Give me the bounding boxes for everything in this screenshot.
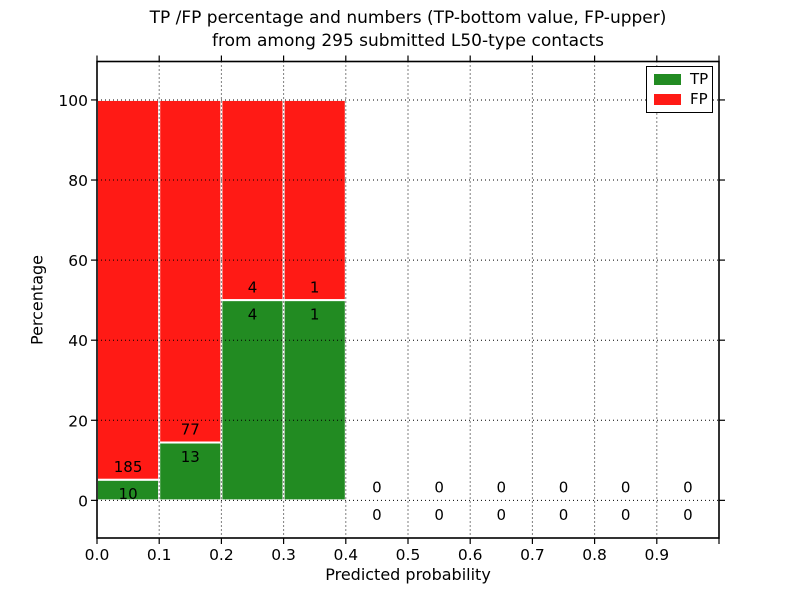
- legend: TP FP: [646, 66, 713, 113]
- fp-count-label: 1: [310, 278, 320, 296]
- y-tick-label: 20: [68, 412, 88, 430]
- x-tick-label: 0.8: [582, 546, 607, 564]
- legend-item-fp: FP: [647, 89, 712, 108]
- x-tick-label: 0.6: [458, 546, 483, 564]
- y-tick-label: 100: [58, 92, 88, 110]
- fp-count-label: 0: [621, 479, 631, 497]
- tp-count-label: 10: [119, 485, 138, 503]
- tp-count-label: 0: [497, 506, 507, 524]
- fp-bar-segment: [96, 98, 161, 481]
- x-tick-label: 0.2: [209, 546, 234, 564]
- tp-swatch-icon: [654, 74, 681, 86]
- x-tick-label: 0.4: [333, 546, 358, 564]
- tp-count-label: 0: [372, 506, 382, 524]
- y-tick-label: 80: [68, 172, 88, 190]
- chart-title-line1: TP /FP percentage and numbers (TP-bottom…: [149, 8, 667, 28]
- y-axis-label: Percentage: [27, 254, 47, 346]
- fp-count-label: 0: [559, 479, 569, 497]
- tp-count-label: 0: [621, 506, 631, 524]
- tp-count-label: 0: [683, 506, 693, 524]
- legend-label-tp: TP: [690, 70, 709, 89]
- chart-title: TP /FP percentage and numbers (TP-bottom…: [8, 7, 800, 53]
- x-tick-label: 0.5: [396, 546, 421, 564]
- fp-bar-segment: [158, 98, 223, 444]
- tp-count-label: 1: [310, 306, 320, 324]
- x-tick-label: 0.9: [644, 546, 669, 564]
- x-tick-label: 0.3: [271, 546, 296, 564]
- chart-title-line2: from among 295 submitted L50-type contac…: [212, 31, 604, 51]
- fp-bar-segment: [220, 98, 285, 302]
- y-tick-label: 40: [68, 332, 88, 350]
- y-tick-label: 60: [68, 252, 88, 270]
- fp-count-label: 0: [434, 479, 444, 497]
- fp-count-label: 77: [181, 421, 200, 439]
- x-axis-label: Predicted probability: [325, 565, 491, 584]
- legend-item-tp: TP: [647, 72, 712, 87]
- fp-count-label: 0: [683, 479, 693, 497]
- fp-count-label: 4: [248, 278, 258, 296]
- fp-swatch-icon: [654, 93, 681, 105]
- tp-count-label: 0: [559, 506, 569, 524]
- x-tick-label: 0.1: [147, 546, 172, 564]
- fp-bar-segment: [282, 98, 347, 302]
- fp-count-label: 0: [497, 479, 507, 497]
- tp-bar-segment: [282, 299, 347, 502]
- y-tick-label: 0: [78, 492, 88, 510]
- fp-count-label: 0: [372, 479, 382, 497]
- x-tick-label: 0.7: [520, 546, 545, 564]
- tp-bar-segment: [158, 441, 223, 502]
- tp-count-label: 0: [434, 506, 444, 524]
- x-tick-label: 0.0: [85, 546, 110, 564]
- fp-count-label: 185: [114, 458, 143, 476]
- legend-label-fp: FP: [690, 89, 708, 108]
- tp-bar-segment: [220, 299, 285, 502]
- tp-count-label: 4: [248, 306, 258, 324]
- tp-count-label: 13: [181, 448, 200, 466]
